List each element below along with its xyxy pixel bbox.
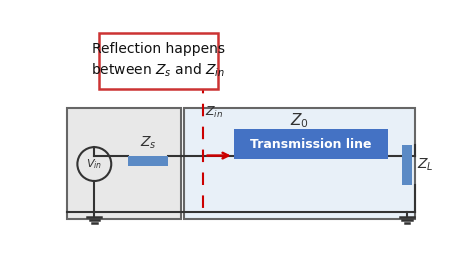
Bar xyxy=(66,108,181,219)
Bar xyxy=(128,155,168,166)
Text: Reflection happens: Reflection happens xyxy=(92,42,225,56)
Text: between $Z_s$ and $Z_{in}$: between $Z_s$ and $Z_{in}$ xyxy=(91,61,225,79)
Text: $Z_s$: $Z_s$ xyxy=(140,135,156,151)
Text: $Z_{in}$: $Z_{in}$ xyxy=(205,105,223,120)
Text: $V_{in}$: $V_{in}$ xyxy=(86,157,102,171)
FancyBboxPatch shape xyxy=(99,33,218,89)
Text: $Z_L$: $Z_L$ xyxy=(417,157,434,173)
Bar xyxy=(234,130,388,159)
Text: $Z_0$: $Z_0$ xyxy=(290,111,309,130)
Text: Transmission line: Transmission line xyxy=(250,137,372,151)
Bar xyxy=(183,108,415,219)
Bar xyxy=(401,145,412,185)
